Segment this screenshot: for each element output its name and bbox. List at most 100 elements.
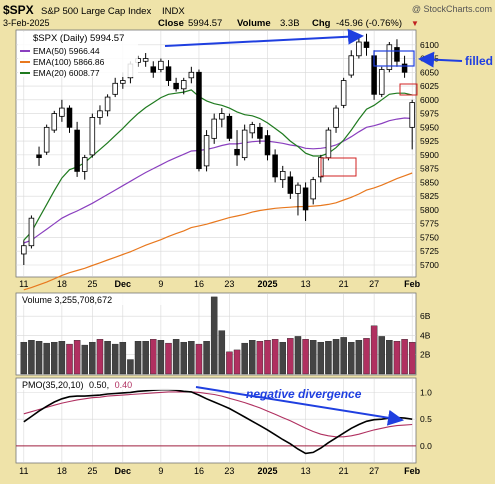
x-tick-label-bottom: 21: [339, 466, 349, 476]
volume-bar: [317, 341, 325, 375]
candle-body: [226, 115, 233, 139]
price-legend: $SPX (Daily) 5994.57 EMA(50) 5966.44 EMA…: [18, 32, 138, 78]
ema50-line: [23, 117, 413, 244]
volume-bar: [89, 341, 96, 375]
candle: [249, 121, 256, 139]
volume-bar: [111, 343, 119, 375]
volume-bar: [340, 337, 347, 375]
candle-body: [401, 63, 408, 73]
candle-body: [112, 82, 118, 95]
x-tick-label: 11: [19, 279, 28, 289]
x-tick-label-bottom: Dec: [115, 466, 132, 476]
gap-box-red-small: [399, 83, 418, 96]
volume-bar: [150, 339, 157, 375]
candle: [165, 60, 172, 87]
candle: [43, 124, 50, 155]
volume-bar: [35, 341, 43, 375]
candle-body: [21, 245, 27, 255]
volume-bar: [58, 341, 66, 375]
filled-label: filled: [465, 54, 493, 68]
candle-body: [356, 41, 362, 57]
legend-price: $SPX (Daily) 5994.57: [33, 33, 124, 44]
volume-bar: [401, 339, 408, 375]
price-tick-label: 5750: [420, 232, 439, 242]
volume-bar: [195, 343, 203, 375]
svg-text:PMO(35,20,10) 0.50,: PMO(35,20,10) 0.50, 0.40: [22, 380, 132, 390]
volume-tick-label: 6B: [420, 311, 431, 321]
volume-bar: [73, 340, 81, 375]
candle: [348, 50, 355, 78]
price-tick-label: 5875: [420, 164, 439, 174]
price-tick-label: 5850: [420, 177, 439, 187]
candle: [97, 105, 103, 125]
legend-ema100: EMA(100) 5866.86: [33, 57, 105, 67]
candle-body: [142, 58, 149, 62]
pmo-tick-label: 0.0: [420, 441, 432, 451]
x-tick-label-bottom: 11: [19, 466, 28, 476]
x-tick-label: 23: [224, 279, 234, 289]
pmo-signal-line: [23, 391, 413, 438]
volume-bar: [165, 342, 172, 375]
candle-body: [97, 110, 103, 118]
candle-body: [158, 60, 164, 70]
candle-body: [28, 217, 35, 247]
close-label: Close: [158, 18, 184, 29]
candle-body: [340, 80, 347, 106]
candles: [21, 33, 415, 265]
candle: [51, 110, 58, 133]
volume-bar: [279, 341, 286, 375]
candle-body: [36, 154, 42, 159]
exchange-label: INDX: [162, 6, 185, 17]
candle: [36, 146, 42, 166]
volume-bar: [104, 341, 111, 375]
volume-bar: [180, 341, 187, 375]
ema100-line: [23, 172, 413, 291]
candle-body: [59, 107, 65, 117]
candle-body: [211, 118, 217, 139]
candle: [89, 113, 96, 158]
volume-bar: [271, 339, 279, 375]
candle: [81, 154, 88, 180]
volume-bar: [363, 338, 370, 375]
symbol-title: $SPX: [3, 3, 34, 17]
divergence-label: negative divergence: [246, 387, 362, 401]
ema-lines: [23, 89, 413, 291]
volume-bar: [51, 341, 58, 375]
x-tick-label: 18: [57, 279, 67, 289]
x-tick-label-bottom: 27: [369, 466, 379, 476]
candle-body: [219, 113, 225, 120]
volume-bar: [264, 340, 271, 375]
price-tick-label: 6100: [420, 40, 439, 50]
candle-body: [272, 154, 278, 178]
x-tick-label-bottom: 16: [194, 466, 204, 476]
volume-bar: [142, 341, 149, 375]
candle-body: [66, 107, 73, 128]
price-tick-label: 6000: [420, 95, 439, 105]
x-tick-label: 2025: [257, 279, 277, 289]
x-tick-label: 27: [369, 279, 379, 289]
pmo-tick-label: 1.0: [420, 387, 432, 397]
index-name: S&P 500 Large Cap Index: [41, 6, 151, 17]
candle: [401, 55, 408, 78]
price-tick-label: 5800: [420, 205, 439, 215]
volume-bar: [287, 338, 294, 375]
annotations: filled negative divergence: [164, 28, 493, 426]
volume-bar: [332, 339, 340, 375]
price-tick-label: 6025: [420, 81, 439, 91]
volume-bar: [393, 341, 401, 375]
gap-box-red: [320, 157, 357, 177]
candle-body: [264, 135, 271, 156]
chg-label: Chg: [312, 18, 331, 29]
x-tick-label-bottom: 23: [224, 466, 234, 476]
candle: [279, 165, 286, 188]
candle: [241, 124, 248, 161]
divergence-arrow: [195, 386, 404, 426]
candle-body: [74, 129, 80, 172]
volume-bar: [20, 341, 28, 375]
volume-bar: [203, 341, 210, 375]
candle-body: [310, 179, 316, 200]
pmo-line: [23, 388, 413, 455]
watermark: @ StockCharts.com: [412, 4, 492, 14]
candle: [150, 61, 157, 78]
